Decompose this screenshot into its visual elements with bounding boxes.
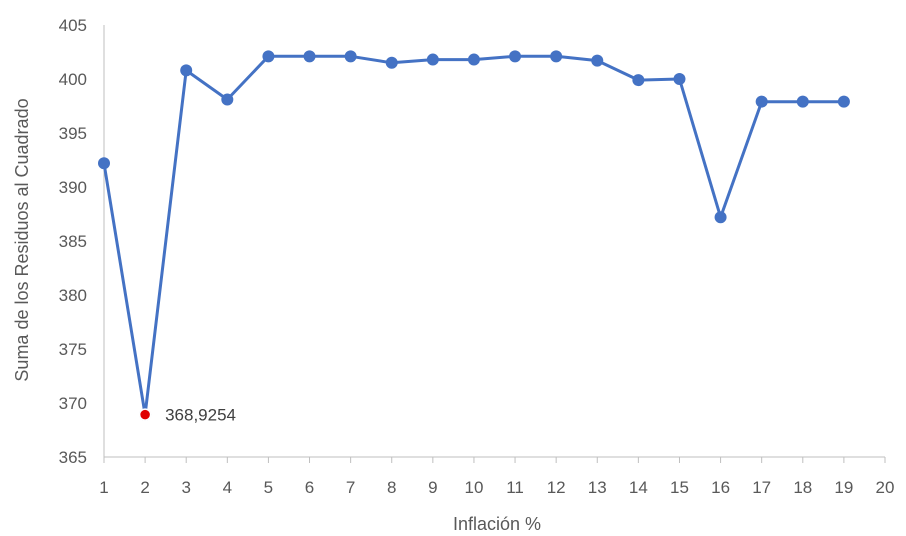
x-axis-title: Inflación % xyxy=(453,514,541,534)
x-tick-label: 18 xyxy=(793,478,812,497)
data-point xyxy=(509,50,522,63)
x-tick-label: 19 xyxy=(834,478,853,497)
x-tick-label: 2 xyxy=(140,478,149,497)
y-tick-label: 375 xyxy=(59,340,87,359)
highlight-layer: 368,9254 xyxy=(138,406,236,425)
x-tick-label: 3 xyxy=(181,478,190,497)
y-axis-title: Suma de los Residuos al Cuadrado xyxy=(12,98,32,381)
data-point xyxy=(98,157,110,170)
x-tick-label: 7 xyxy=(346,478,355,497)
x-tick-label: 1 xyxy=(99,478,108,497)
y-tick-label: 400 xyxy=(59,70,87,89)
data-point xyxy=(755,95,768,108)
data-point xyxy=(550,50,563,63)
series-layer xyxy=(98,50,850,421)
data-point xyxy=(303,50,316,63)
data-point xyxy=(385,56,398,69)
data-point xyxy=(796,95,809,108)
x-tick-label: 4 xyxy=(223,478,232,497)
x-tick-marks xyxy=(103,457,886,463)
x-tick-label: 15 xyxy=(670,478,689,497)
x-tick-label: 17 xyxy=(752,478,771,497)
x-tick-label: 20 xyxy=(876,478,895,497)
data-point xyxy=(837,95,850,108)
data-point xyxy=(426,53,439,66)
x-tick-label: 8 xyxy=(387,478,396,497)
y-tick-label: 385 xyxy=(59,232,87,251)
x-tick-label: 5 xyxy=(264,478,273,497)
y-tick-label: 370 xyxy=(59,394,87,413)
data-point xyxy=(714,211,727,224)
data-point xyxy=(591,54,604,67)
data-point xyxy=(262,50,275,63)
x-tick-labels: 1 2 3 4 5 6 7 8 9 10 11 12 13 14 15 16 17 18 19 20 xyxy=(99,478,894,497)
x-tick-label: 9 xyxy=(428,478,437,497)
data-point xyxy=(221,93,234,106)
data-point xyxy=(673,73,686,85)
x-tick-label: 16 xyxy=(711,478,730,497)
x-tick-label: 11 xyxy=(506,478,524,497)
data-point xyxy=(467,53,480,66)
y-tick-label: 365 xyxy=(59,448,87,467)
data-point xyxy=(632,74,645,87)
data-point xyxy=(344,50,357,63)
y-tick-labels: 365 370 375 380 385 390 395 400 405 xyxy=(59,16,87,467)
x-tick-label: 6 xyxy=(305,478,314,497)
y-tick-label: 380 xyxy=(59,286,87,305)
series-line xyxy=(102,54,844,417)
x-tick-label: 10 xyxy=(464,478,483,497)
y-axis-title-group: Suma de los Residuos al Cuadrado xyxy=(12,98,32,381)
highlight-point xyxy=(138,408,152,421)
y-tick-label: 405 xyxy=(59,16,87,35)
x-tick-label: 12 xyxy=(547,478,566,497)
x-tick-label: 13 xyxy=(588,478,607,497)
highlight-data-label: 368,9254 xyxy=(165,406,236,425)
y-tick-label: 395 xyxy=(59,124,87,143)
data-point xyxy=(180,64,193,77)
y-tick-label: 390 xyxy=(59,178,87,197)
x-tick-label: 14 xyxy=(629,478,648,497)
